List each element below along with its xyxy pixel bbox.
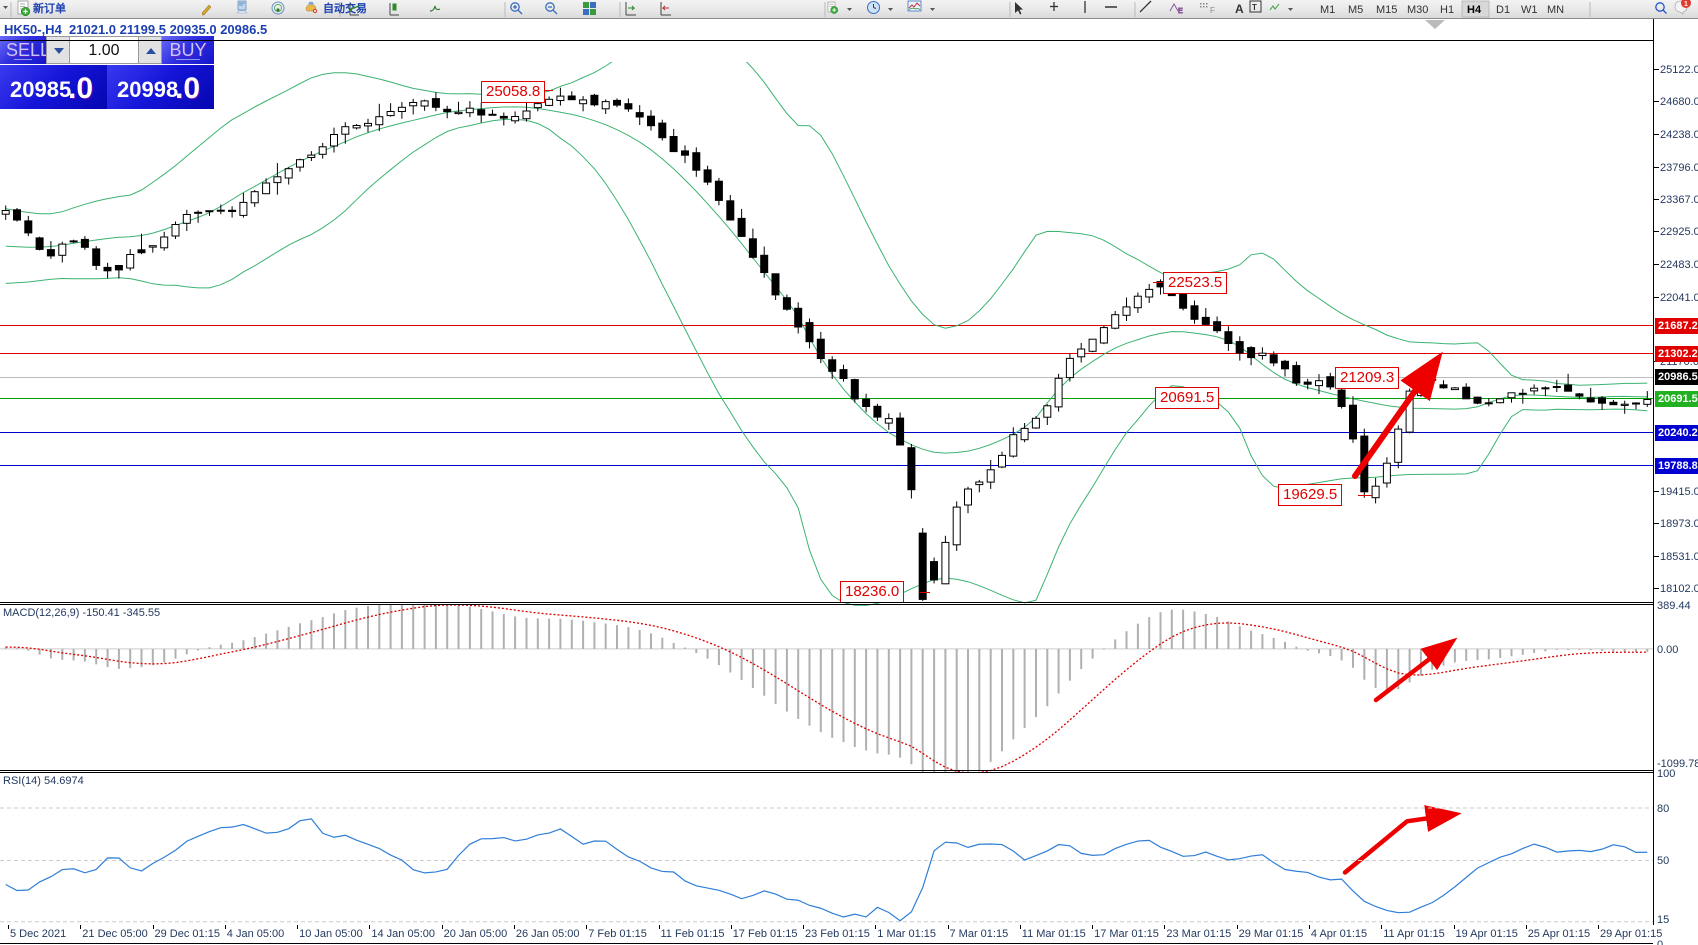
svg-text:新订单: 新订单	[33, 1, 66, 15]
svg-text:F: F	[1210, 6, 1215, 15]
svg-text:E: E	[1178, 8, 1183, 15]
svg-text:D1: D1	[1496, 4, 1510, 16]
svg-text:T: T	[1252, 3, 1257, 12]
svg-text:W1: W1	[1521, 4, 1538, 16]
svg-text:A: A	[1235, 2, 1244, 16]
svg-text:H4: H4	[1467, 4, 1482, 16]
svg-text:M5: M5	[1348, 4, 1363, 16]
svg-text:自动交易: 自动交易	[323, 1, 367, 15]
svg-text:M15: M15	[1376, 4, 1397, 16]
svg-text:1: 1	[1684, 1, 1688, 8]
svg-text:MN: MN	[1547, 4, 1564, 16]
svg-text:M30: M30	[1407, 4, 1428, 16]
svg-text:M1: M1	[1320, 4, 1335, 16]
svg-text:H1: H1	[1440, 4, 1454, 16]
